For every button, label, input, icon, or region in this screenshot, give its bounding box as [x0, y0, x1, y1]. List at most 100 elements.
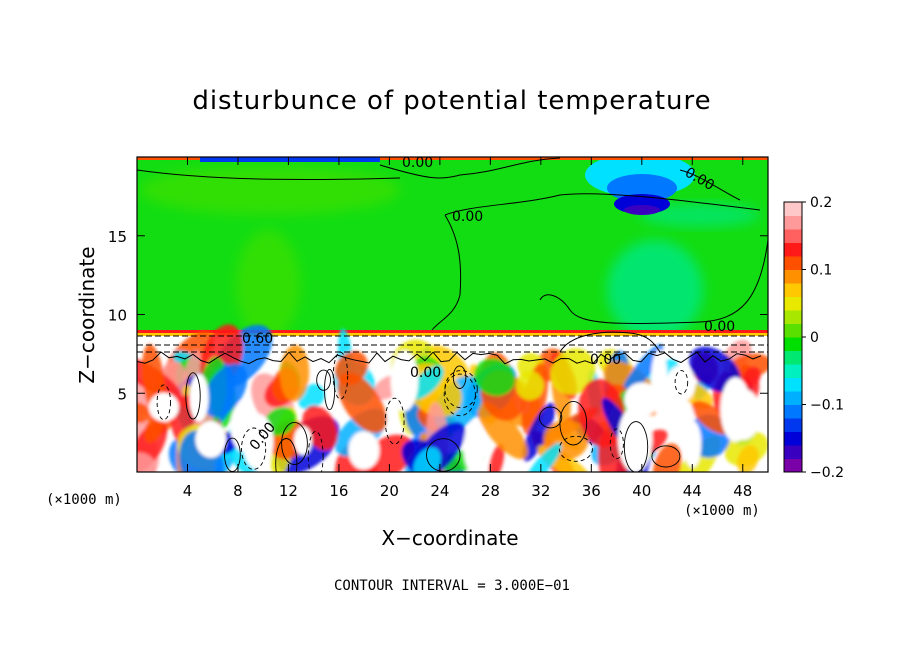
turbulence-contour: [426, 438, 461, 472]
turbulence-contours: [137, 351, 762, 472]
colorbar-segment: [784, 458, 802, 473]
turbulence-contour: [558, 435, 593, 462]
chart-title: disturbunce of potential temperature: [192, 86, 712, 116]
colorbar-segment: [784, 215, 802, 230]
contour-interval-note: CONTOUR INTERVAL = 3.000E−01: [333, 578, 570, 594]
colorbar-segment: [784, 445, 802, 459]
x-unit-left: (×1000 m): [46, 492, 122, 508]
warm-blob: [236, 230, 300, 340]
x-tick-label: 40: [632, 482, 651, 500]
colorbar-segment: [784, 242, 802, 257]
contour-label: 0.00: [452, 209, 483, 225]
turbulence-blob: [524, 443, 562, 472]
contour-line: [539, 239, 768, 325]
turbulence-blob: [691, 400, 731, 435]
plot-area: [137, 157, 768, 472]
turbulence-blob: [550, 348, 596, 395]
y-tick-label: 5: [117, 385, 127, 403]
contour-line: [137, 169, 401, 181]
turbulence-eddy: [195, 421, 227, 458]
contour-line: [137, 335, 768, 353]
contour-line: [431, 214, 462, 331]
colorbar-tick-label: 0: [810, 330, 819, 346]
top-boundary-band: [137, 157, 768, 160]
turbulence-contour: [156, 384, 171, 421]
turbulence-blob: [743, 366, 761, 387]
turbulence-contour: [651, 445, 681, 468]
x-tick-label: 48: [733, 482, 752, 500]
turbulence-contour: [443, 373, 476, 417]
turbulence-blob: [489, 443, 505, 472]
turbulence-contour: [538, 406, 563, 429]
x-tick-label: 8: [233, 482, 243, 500]
colorbar-tick-label: −0.2: [810, 465, 844, 481]
contour-label: 0.00: [402, 155, 433, 171]
colorbar-tick-label: 0.1: [810, 263, 832, 279]
turbulence-blob: [137, 452, 157, 472]
interface-contour: [137, 351, 762, 365]
colorbar-segment: [784, 310, 802, 324]
colorbar-segment: [784, 350, 802, 365]
turbulence-contour: [281, 421, 308, 466]
turbulence-eddy: [624, 382, 660, 417]
colorbar-tick-label: −0.1: [810, 398, 844, 414]
colorbar-segment: [784, 364, 802, 378]
turbulence-blob: [477, 401, 528, 460]
cold-anomaly: [624, 205, 660, 215]
y-axis: 5 10 15: [108, 228, 768, 403]
colorbar-segment: [784, 229, 802, 243]
turbulence-contour: [452, 365, 467, 389]
turbulence-eddy: [725, 388, 761, 440]
turbulence-eddy: [293, 426, 312, 455]
turbulence-contour: [609, 428, 624, 460]
turbulence-eddy: [617, 406, 653, 472]
contour-label: 0.60: [242, 331, 273, 347]
colorbar-segment: [784, 269, 802, 284]
x-tick-label: 32: [531, 482, 550, 500]
contour-label: 0.00: [704, 319, 735, 335]
colorbar-segment: [784, 323, 802, 338]
turbulence-blob: [515, 370, 544, 401]
turbulence-eddy: [390, 350, 419, 412]
colorbar-segment: [784, 337, 802, 351]
turbulence-blob: [409, 365, 444, 400]
turbulence-blob: [522, 402, 556, 462]
contour-label: 0.00: [410, 365, 441, 381]
colorbar-segment: [784, 404, 802, 419]
contour-line: [559, 331, 661, 353]
colorbar: 0.2 0.1 0 −0.1 −0.2: [783, 195, 844, 481]
turbulence-contour: [444, 370, 478, 409]
turbulence-contour: [185, 372, 201, 420]
x-tick-label: 24: [430, 482, 449, 500]
x-tick-label: 44: [683, 482, 702, 500]
turbulence-contour: [332, 351, 349, 400]
colorbar-segment: [784, 256, 802, 270]
top-boundary-band: [200, 157, 380, 162]
turbulence-eddy: [463, 421, 485, 472]
turbulence-blob: [729, 353, 768, 378]
turbulence-eddy: [683, 420, 702, 468]
colorbar-segment: [784, 391, 802, 405]
turbulence-blob: [620, 344, 663, 399]
turbulence-contour: [241, 427, 267, 470]
warm-blob: [140, 165, 400, 215]
turbulence-eddy: [348, 431, 380, 470]
x-unit-right: (×1000 m): [684, 503, 760, 519]
turbulence-blob: [263, 407, 297, 436]
turbulence-contour: [275, 438, 298, 472]
turbulence-contour: [316, 369, 331, 391]
x-tick-label: 4: [183, 482, 193, 500]
contour-line: [444, 193, 761, 216]
turbulence-contour: [674, 370, 689, 395]
x-tick-label: 12: [279, 482, 298, 500]
x-tick-label: 20: [380, 482, 399, 500]
contour-label: 0.00: [590, 352, 621, 368]
x-axis-label: X−coordinate: [381, 526, 519, 550]
cool-blob: [607, 240, 703, 340]
contour-line: [679, 169, 741, 201]
colorbar-segment: [784, 202, 802, 216]
turbulence-contour: [384, 397, 405, 445]
colorbar-tick-label: 0.2: [810, 195, 832, 211]
turbulence-contour: [307, 430, 324, 472]
